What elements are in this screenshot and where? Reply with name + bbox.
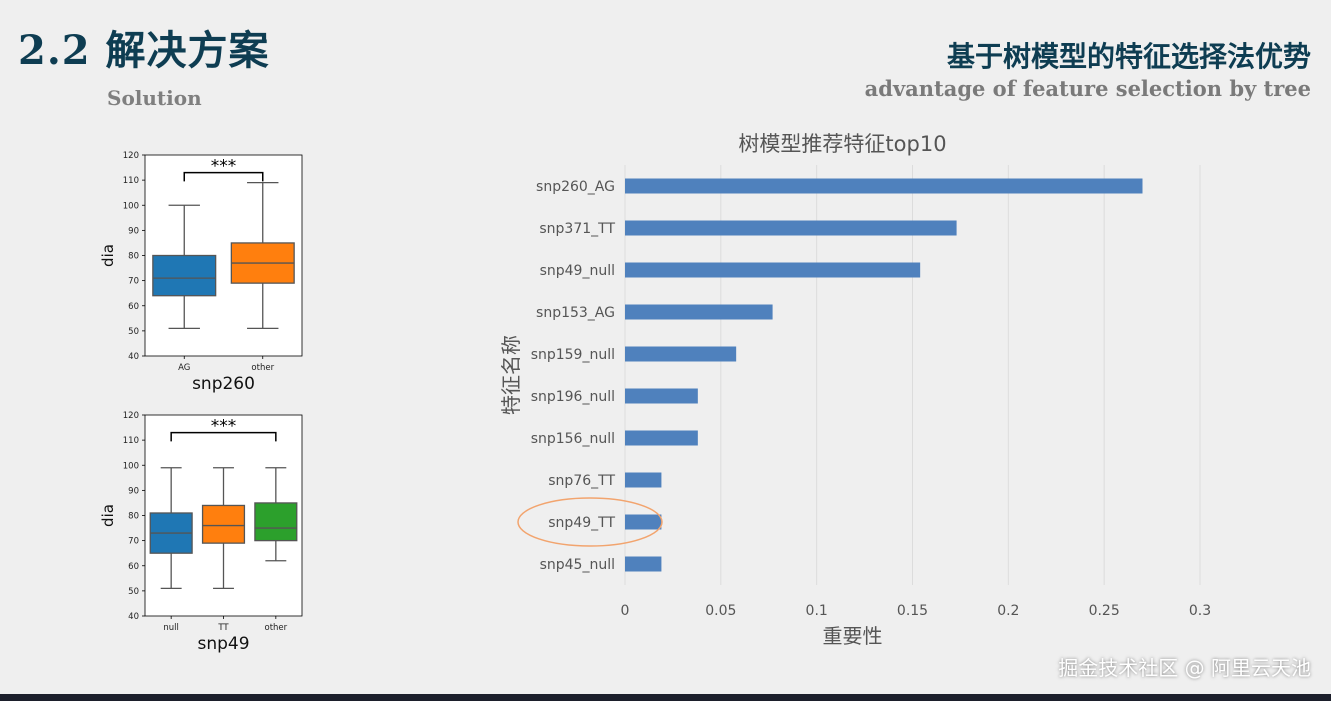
box-iqr [201, 504, 246, 544]
boxplot-snp49: 40 50 60 70 80 90 100 110 120 dia null TT other snp49… [99, 411, 303, 654]
section-title-en: advantage of feature selection by tree [864, 76, 1311, 101]
y-tick-label: 50 [128, 587, 139, 597]
watermark: 掘金技术社区 @ 阿里云天池 [1058, 656, 1311, 680]
y-axis-label: dia [99, 504, 117, 527]
y-tick-label: 120 [123, 151, 139, 161]
x-tick-label: 0.15 [897, 603, 928, 619]
significance-bracket [170, 431, 277, 442]
y-tick-label: snp156_null [531, 431, 615, 447]
x-tick-label: other [251, 363, 274, 373]
x-tick-label: 0.3 [1189, 603, 1211, 619]
x-axis-label: 重要性 [823, 624, 883, 648]
y-tick-label: 100 [123, 201, 139, 211]
y-tick-label: 60 [128, 302, 139, 312]
bar-snp196_null [625, 388, 698, 404]
y-tick-label: 90 [128, 486, 139, 496]
y-axis-label: 特征名称 [499, 335, 523, 415]
y-tick-label: 90 [128, 226, 139, 236]
box-null [149, 467, 193, 590]
x-tick-label: 0.25 [1089, 603, 1120, 619]
box-iqr [152, 254, 217, 297]
y-tick-label: 70 [128, 277, 139, 287]
y-tick-label: 110 [123, 436, 139, 446]
bar-snp49_TT [625, 514, 662, 530]
x-tick-label: TT [217, 623, 229, 633]
y-axis-label: dia [99, 244, 117, 267]
x-tick-label: 0.2 [997, 603, 1019, 619]
y-tick-label: snp49_TT [548, 515, 615, 531]
box-other [254, 467, 298, 562]
y-tick-label: snp76_TT [548, 473, 615, 489]
x-axis-label: snp49 [197, 634, 249, 654]
y-tick-label: 120 [123, 411, 139, 421]
highlight-ellipse [517, 497, 663, 547]
y-tick-label: snp371_TT [539, 221, 615, 237]
box-TT [201, 467, 246, 590]
significance-bracket [183, 171, 264, 182]
y-tick-label: 70 [128, 537, 139, 547]
box-other [230, 181, 295, 330]
y-tick-label: 40 [128, 352, 139, 362]
bar-snp159_null [625, 346, 737, 362]
y-tick-label: snp159_null [531, 347, 615, 363]
bar-snp156_null [625, 430, 698, 446]
y-tick-label: 80 [128, 252, 139, 262]
significance-label: *** [211, 417, 237, 437]
x-tick-label: 0 [621, 603, 630, 619]
y-tick-label: 40 [128, 612, 139, 622]
x-tick-label: 0.1 [806, 603, 828, 619]
x-tick-label: other [265, 623, 288, 633]
bar-snp45_null [625, 556, 662, 572]
y-tick-label: 50 [128, 327, 139, 337]
x-axis-label: snp260 [192, 374, 255, 394]
box-iqr [254, 502, 298, 542]
slide-title: 2.2 解决方案 [18, 27, 270, 74]
box-AG [152, 204, 217, 330]
y-tick-label: snp45_null [540, 557, 615, 573]
bar-snp76_TT [625, 472, 662, 488]
y-tick-label: 80 [128, 512, 139, 522]
y-tick-label: snp196_null [531, 389, 615, 405]
y-tick-label: snp260_AG [536, 179, 615, 195]
slide-subtitle: Solution [107, 86, 202, 110]
y-tick-label: snp153_AG [536, 305, 615, 321]
y-tick-label: snp49_null [540, 263, 615, 279]
bar-snp371_TT [625, 220, 957, 236]
bar-snp49_null [625, 262, 921, 278]
bar-snp153_AG [625, 304, 773, 320]
chart-title: 树模型推荐特征top10 [738, 132, 946, 156]
bar-snp260_AG [625, 178, 1143, 194]
y-tick-label: 60 [128, 562, 139, 572]
y-tick-label: 100 [123, 461, 139, 471]
x-tick-label: null [163, 623, 179, 633]
x-tick-label: AG [178, 363, 190, 373]
significance-label: *** [211, 157, 237, 177]
section-title-cn: 基于树模型的特征选择法优势 [946, 40, 1311, 73]
bottom-bar [0, 694, 1331, 701]
feature-importance-chart: 树模型推荐特征top10 0 0.05 0.1 0.15 0.2 0.25 0.3 snp260… [499, 132, 1211, 648]
y-tick-label: 110 [123, 176, 139, 186]
x-tick-label: 0.05 [705, 603, 736, 619]
